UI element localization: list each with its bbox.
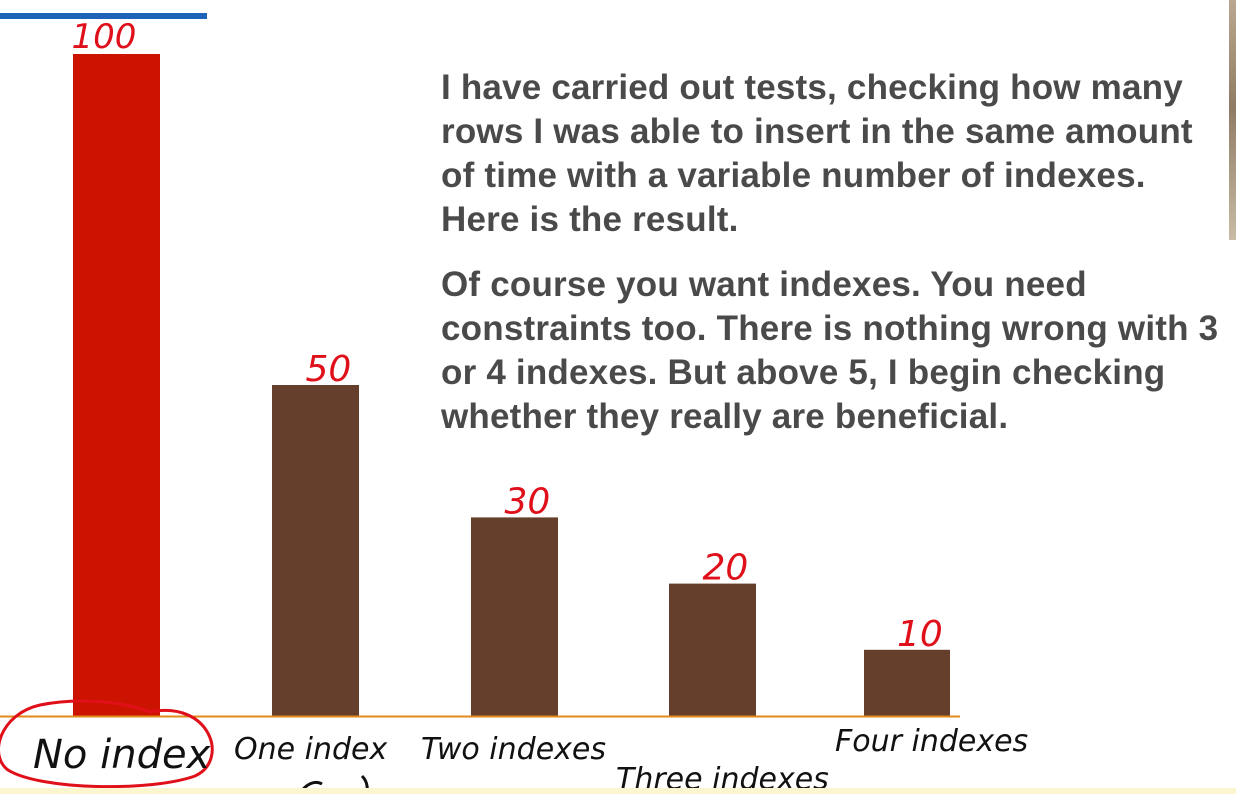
hand-drawn-circle [0,699,214,789]
category-label-four-indexes: Four indexes [835,724,1029,759]
bar-two-indexes [471,517,558,716]
category-label-one-index: One index [234,732,388,767]
bar-no-index [73,54,160,716]
bar-four-indexes [864,649,950,716]
top-accent-rule [0,13,207,19]
bar-three-indexes [669,583,756,716]
value-label: 30 [505,481,551,522]
value-label: 10 [897,614,943,655]
value-label: 50 [306,349,352,390]
category-label-no-index: No index [33,732,211,778]
bar-one-index [272,385,359,716]
category-label-two-indexes: Two indexes [421,732,606,767]
paragraph-2: Of course you want indexes. You need con… [441,265,1219,436]
value-label: 100 [72,17,137,57]
bottom-edge-strip [0,788,1236,794]
value-label: 20 [703,548,749,589]
paragraph-1: I have carried out tests, checking how m… [441,68,1193,239]
right-edge-strip [1229,0,1236,240]
